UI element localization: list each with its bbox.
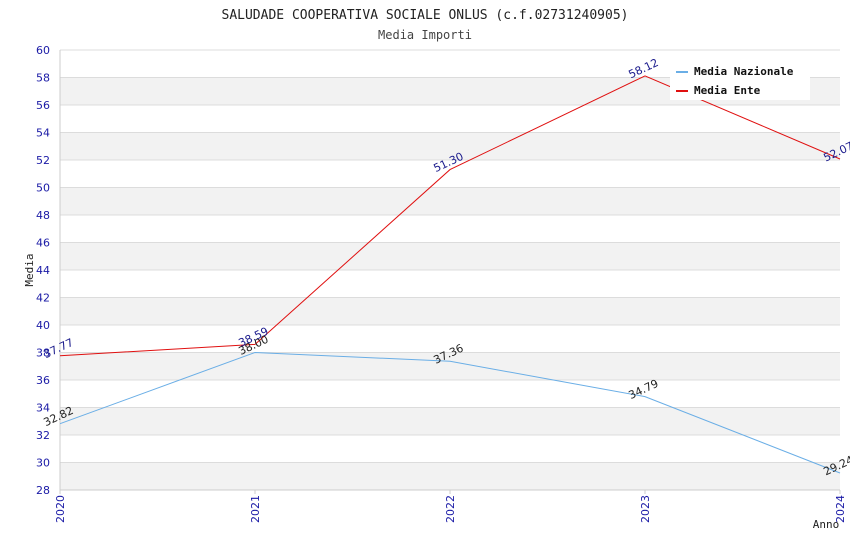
- x-tick-label: 2024: [834, 495, 847, 523]
- y-tick-label: 40: [36, 319, 50, 332]
- axes: [59, 50, 841, 494]
- x-tick-labels: 2020 2021 2022 2023 2024: [54, 495, 847, 523]
- grid-band: [60, 352, 840, 380]
- y-tick-label: 34: [36, 402, 50, 415]
- y-tick-label: 28: [36, 484, 50, 497]
- legend-label-media-ente: Media Ente: [694, 84, 761, 97]
- y-tick-labels: 28 30 32 34 36 38 40 42 44 46 48 50 52 54 56 58 60: [36, 44, 50, 497]
- x-axis-label: Anno: [813, 518, 840, 531]
- y-tick-label: 56: [36, 99, 50, 112]
- y-tick-label: 48: [36, 209, 50, 222]
- grid-lines: [60, 49, 840, 491]
- y-tick-label: 58: [36, 72, 50, 85]
- legend-label-media-nazionale: Media Nazionale: [694, 65, 794, 78]
- y-tick-label: 54: [36, 127, 50, 140]
- y-tick-label: 46: [36, 237, 50, 250]
- grid-band: [60, 462, 840, 490]
- series-lines: [59, 75, 841, 474]
- x-tick-label: 2022: [444, 495, 457, 523]
- grid-band: [60, 242, 840, 270]
- x-tick-label: 2021: [249, 495, 262, 523]
- series-line-media-ente: [59, 75, 841, 357]
- legend: Media Nazionale Media Ente: [670, 60, 810, 100]
- y-tick-label: 30: [36, 457, 50, 470]
- y-tick-label: 38: [36, 347, 50, 360]
- y-tick-label: 52: [36, 154, 50, 167]
- grid-band: [60, 187, 840, 215]
- chart-subtitle: Media Importi: [378, 28, 472, 42]
- y-tick-label: 42: [36, 292, 50, 305]
- series-line-media-nazionale: [59, 351, 841, 474]
- y-axis-label: Media: [23, 253, 36, 286]
- grid-band: [60, 407, 840, 435]
- chart-title: SALUDADE COOPERATIVA SOCIALE ONLUS (c.f.…: [222, 8, 629, 23]
- y-tick-label: 60: [36, 44, 50, 57]
- x-tick-label: 2023: [639, 495, 652, 523]
- y-tick-label: 32: [36, 429, 50, 442]
- legend-box: [670, 60, 810, 100]
- y-tick-label: 50: [36, 182, 50, 195]
- x-tick-label: 2020: [54, 495, 67, 523]
- grid-band: [60, 297, 840, 325]
- grid-band: [60, 132, 840, 160]
- y-tick-label: 36: [36, 374, 50, 387]
- y-tick-label: 44: [36, 264, 50, 277]
